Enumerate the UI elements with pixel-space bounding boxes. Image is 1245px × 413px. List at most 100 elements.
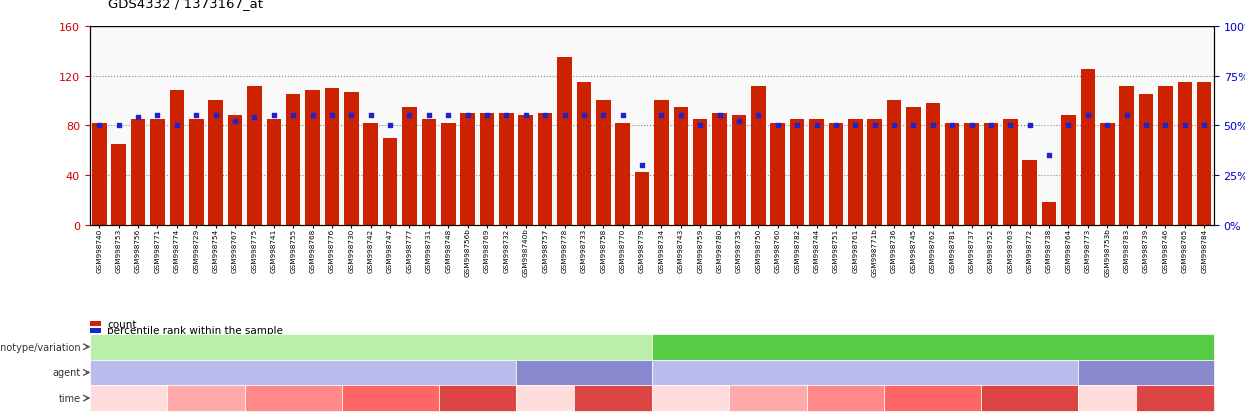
Point xyxy=(322,113,342,119)
Bar xyxy=(751,86,766,225)
Point xyxy=(380,123,400,129)
Point xyxy=(1137,123,1157,129)
Bar xyxy=(886,101,901,225)
Text: 12hrs: 12hrs xyxy=(918,393,947,403)
Text: 24hrs: 24hrs xyxy=(1160,393,1190,403)
Bar xyxy=(402,107,417,225)
Text: count: count xyxy=(107,319,137,329)
Bar xyxy=(344,93,359,225)
Point xyxy=(497,113,517,119)
Bar xyxy=(112,145,126,225)
Bar xyxy=(538,114,553,225)
Bar xyxy=(829,123,843,225)
Bar xyxy=(1081,70,1096,225)
Bar xyxy=(945,123,960,225)
Point xyxy=(554,113,574,119)
Bar xyxy=(712,114,727,225)
Point xyxy=(108,123,128,129)
Bar xyxy=(809,120,824,225)
Bar xyxy=(286,95,300,225)
Bar xyxy=(732,116,746,225)
Point xyxy=(594,113,614,119)
Text: control: control xyxy=(914,342,952,352)
Bar xyxy=(92,123,107,225)
Bar xyxy=(518,116,533,225)
Text: untreated: untreated xyxy=(557,368,611,377)
Point xyxy=(187,113,207,119)
Point xyxy=(418,113,438,119)
Point xyxy=(400,113,420,119)
Text: Pdx1 overexpression: Pdx1 overexpression xyxy=(312,342,428,352)
Point xyxy=(303,113,322,119)
Bar xyxy=(906,107,921,225)
Point xyxy=(1001,123,1021,129)
Bar xyxy=(965,123,979,225)
Bar xyxy=(615,123,630,225)
Point xyxy=(1155,123,1175,129)
Text: GDS4332 / 1373167_at: GDS4332 / 1373167_at xyxy=(108,0,263,10)
Point xyxy=(845,123,865,129)
Bar xyxy=(1196,83,1211,225)
Point xyxy=(341,113,361,119)
Point xyxy=(1194,123,1214,129)
Text: 2hrs: 2hrs xyxy=(1096,393,1119,403)
Bar xyxy=(90,328,101,333)
Point xyxy=(787,123,807,129)
Point xyxy=(884,123,904,129)
Point xyxy=(438,113,458,119)
Bar xyxy=(499,114,514,225)
Bar xyxy=(208,101,223,225)
Text: 24hrs: 24hrs xyxy=(462,393,492,403)
Point xyxy=(942,123,962,129)
Bar xyxy=(558,58,571,225)
Point xyxy=(961,123,981,129)
Point xyxy=(264,113,284,119)
Point xyxy=(1117,113,1137,119)
Bar xyxy=(1158,86,1173,225)
Point xyxy=(147,113,167,119)
Text: 24hrs: 24hrs xyxy=(1015,393,1045,403)
Text: agent: agent xyxy=(52,368,81,377)
Bar xyxy=(1061,116,1076,225)
Bar xyxy=(848,120,863,225)
Point xyxy=(690,123,710,129)
Bar xyxy=(441,123,456,225)
Text: interleukin 1β: interleukin 1β xyxy=(827,368,904,377)
Bar xyxy=(422,120,436,225)
Point xyxy=(283,113,303,119)
Point xyxy=(205,113,225,119)
Bar xyxy=(325,89,339,225)
Point xyxy=(651,113,671,119)
Point xyxy=(981,123,1001,129)
Bar xyxy=(364,123,378,225)
Point xyxy=(535,113,555,119)
Point xyxy=(1175,123,1195,129)
Bar xyxy=(635,173,650,225)
Text: 4hrs: 4hrs xyxy=(757,393,779,403)
Point xyxy=(1058,123,1078,129)
Bar xyxy=(789,120,804,225)
Bar xyxy=(674,107,688,225)
Bar xyxy=(771,123,786,225)
Bar xyxy=(461,114,474,225)
Bar xyxy=(189,120,203,225)
Bar xyxy=(479,114,494,225)
Point xyxy=(1040,152,1059,159)
Bar xyxy=(305,91,320,225)
Text: time: time xyxy=(59,393,81,403)
Point xyxy=(128,115,148,121)
Point xyxy=(748,113,768,119)
Bar xyxy=(868,120,881,225)
Point xyxy=(244,115,264,121)
Point xyxy=(904,123,924,129)
Bar xyxy=(1101,123,1114,225)
Point xyxy=(671,113,691,119)
Text: 4hrs: 4hrs xyxy=(194,393,218,403)
Point xyxy=(167,123,187,129)
Point xyxy=(361,113,381,119)
Bar xyxy=(382,138,397,225)
Point xyxy=(865,123,885,129)
Text: 2hrs: 2hrs xyxy=(117,393,139,403)
Bar xyxy=(169,91,184,225)
Text: 6hrs: 6hrs xyxy=(281,393,305,403)
